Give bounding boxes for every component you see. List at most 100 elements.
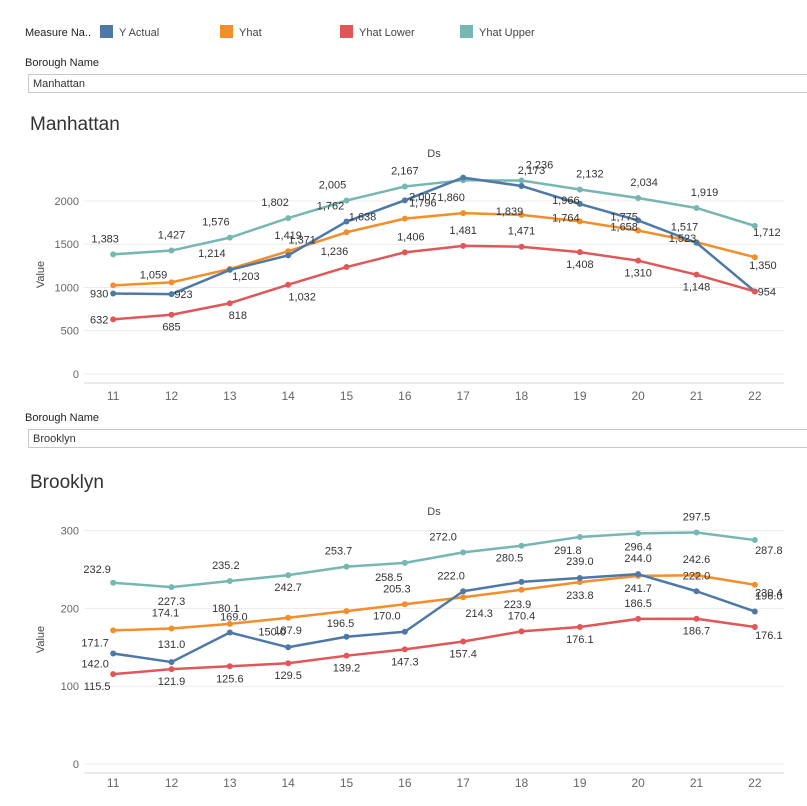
data-point	[168, 311, 175, 318]
x-tick-label: 12	[165, 776, 179, 790]
data-label: 1,966	[552, 195, 580, 207]
x-tick-label: 12	[165, 389, 179, 403]
x-tick-label: 19	[573, 389, 587, 403]
data-point	[168, 584, 175, 591]
data-label: 280.5	[496, 553, 524, 565]
data-label: 139.2	[333, 663, 361, 675]
series-line-yhat-lower	[113, 244, 756, 321]
data-label: 1,236	[321, 246, 349, 258]
legend-label: Y Actual	[119, 27, 160, 39]
data-label: 954	[758, 286, 776, 298]
legend-swatch	[220, 25, 233, 38]
x-tick-label: 22	[748, 389, 762, 403]
data-point	[751, 581, 758, 588]
data-point	[518, 578, 525, 585]
y-tick-label: 200	[61, 603, 79, 615]
x-tick-label: 18	[515, 776, 529, 790]
y-tick-label: 2000	[55, 196, 79, 208]
data-point	[576, 218, 583, 225]
borough-filter-manhattan[interactable]: Manhattan	[28, 74, 807, 93]
data-point	[110, 650, 117, 657]
data-label: 1,350	[749, 260, 777, 272]
data-point	[576, 575, 583, 582]
data-point	[343, 633, 350, 640]
data-point	[518, 628, 525, 635]
data-point	[285, 248, 292, 255]
data-point	[751, 623, 758, 630]
data-label: 1,775	[610, 211, 638, 223]
series-line-yhat-lower	[113, 617, 756, 676]
data-label: 2,236	[526, 160, 554, 172]
data-point	[460, 174, 467, 181]
filter-label-manhattan: Borough Name	[25, 57, 99, 69]
data-label: 1,796	[409, 198, 437, 210]
data-point	[343, 652, 350, 659]
data-label: 1,764	[552, 212, 580, 224]
chart-title-manhattan: Manhattan	[30, 114, 120, 135]
data-point	[285, 281, 292, 288]
x-tick-label: 13	[223, 776, 237, 790]
data-label: 1,383	[91, 233, 119, 245]
y-tick-label: 0	[73, 369, 79, 381]
data-label: 818	[229, 310, 247, 322]
data-point	[226, 577, 233, 584]
data-point	[635, 195, 642, 202]
data-label: 297.5	[683, 512, 711, 524]
data-label: 174.1	[152, 608, 180, 620]
x-axis-title: Ds	[427, 506, 441, 518]
data-label: 169.0	[220, 611, 248, 623]
data-label: 1,802	[261, 197, 289, 209]
data-point	[226, 629, 233, 636]
data-label: 1,032	[288, 292, 316, 304]
data-point	[576, 249, 583, 256]
data-point	[401, 559, 408, 566]
data-point	[285, 614, 292, 621]
x-tick-label: 13	[223, 389, 237, 403]
x-tick-label: 21	[690, 776, 704, 790]
data-point	[693, 204, 700, 211]
data-point	[460, 242, 467, 249]
data-point	[401, 183, 408, 190]
data-label: 244.0	[624, 553, 652, 565]
data-label: 1,576	[202, 217, 230, 229]
x-tick-label: 21	[690, 389, 704, 403]
data-label: 1,408	[566, 259, 594, 271]
data-label: 1,059	[140, 269, 168, 281]
data-point	[110, 627, 117, 634]
data-label: 186.7	[683, 626, 711, 638]
data-label: 233.8	[566, 590, 594, 602]
data-point	[226, 300, 233, 307]
data-label: 186.5	[624, 598, 652, 610]
x-tick-label: 20	[631, 776, 645, 790]
data-label: 1,406	[397, 231, 425, 243]
data-label: 1,310	[624, 268, 652, 280]
data-point	[751, 288, 758, 295]
data-label: 258.5	[375, 572, 403, 584]
x-tick-label: 22	[748, 776, 762, 790]
data-point	[285, 660, 292, 667]
legend-swatch	[100, 25, 113, 38]
data-label: 232.9	[83, 564, 111, 576]
y-tick-label: 300	[61, 526, 79, 538]
data-label: 235.2	[212, 560, 240, 572]
data-point	[226, 234, 233, 241]
data-point	[343, 563, 350, 570]
data-label: 296.4	[624, 541, 652, 553]
filter-label-brooklyn: Borough Name	[25, 412, 99, 424]
data-label: 1,712	[753, 227, 781, 239]
legend-title: Measure Na..	[25, 27, 92, 39]
x-tick-label: 15	[340, 389, 354, 403]
borough-filter-brooklyn[interactable]: Brooklyn	[28, 429, 807, 448]
data-point	[460, 588, 467, 595]
data-label: 1,919	[691, 187, 719, 199]
data-label: 253.7	[325, 546, 353, 558]
data-label: 121.9	[158, 676, 186, 688]
data-label: 291.8	[554, 545, 582, 557]
data-point	[518, 243, 525, 250]
data-label: 180.1	[212, 603, 240, 615]
chart-brooklyn: 0 100 200 300 Ds Value 11 12 13 14 15 16 17 18 19 20 21 2…	[35, 506, 784, 790]
data-point	[285, 215, 292, 222]
data-point	[401, 249, 408, 256]
data-label: 2,132	[576, 169, 604, 181]
data-label: 1,762	[317, 201, 345, 213]
